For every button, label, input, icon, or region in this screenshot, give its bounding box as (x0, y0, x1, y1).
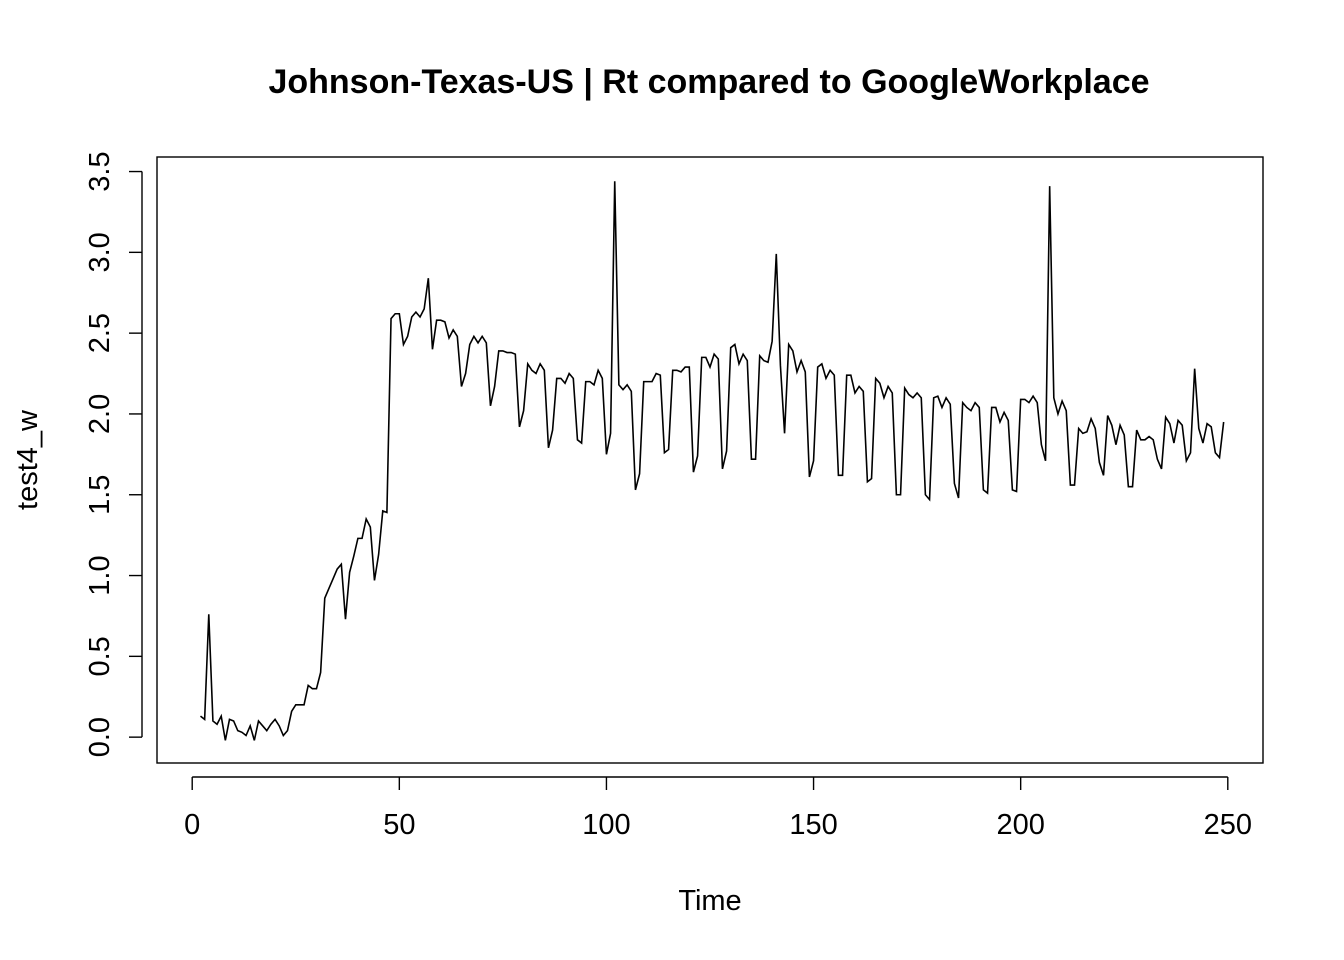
chart-title: Johnson-Texas-US | Rt compared to Google… (268, 63, 1149, 101)
y-tick-label: 2.5 (84, 313, 116, 353)
y-tick-label: 2.0 (84, 394, 116, 434)
y-axis-title: test4_w (12, 409, 44, 510)
x-tick-label: 0 (184, 809, 200, 841)
series-line (199, 181, 1225, 741)
x-axis-title: Time (678, 885, 741, 917)
x-axis: 0 50 100 150 200 250 (184, 776, 1252, 841)
y-tick-label: 3.0 (84, 232, 116, 272)
y-tick-label: 0.5 (84, 636, 116, 676)
y-tick-label: 3.5 (84, 151, 116, 191)
x-tick-label: 200 (996, 809, 1044, 841)
plot-area-frame (156, 156, 1264, 764)
y-tick-label: 1.5 (84, 475, 116, 515)
x-tick-label: 250 (1204, 809, 1252, 841)
x-tick-label: 50 (383, 809, 415, 841)
y-tick-label: 1.0 (84, 555, 116, 595)
y-tick-label: 0.0 (84, 717, 116, 757)
x-tick-label: 100 (582, 809, 630, 841)
y-axis: 0.0 0.5 1.0 1.5 2.0 2.5 3.0 3.5 (84, 151, 143, 757)
x-tick-label: 150 (789, 809, 837, 841)
